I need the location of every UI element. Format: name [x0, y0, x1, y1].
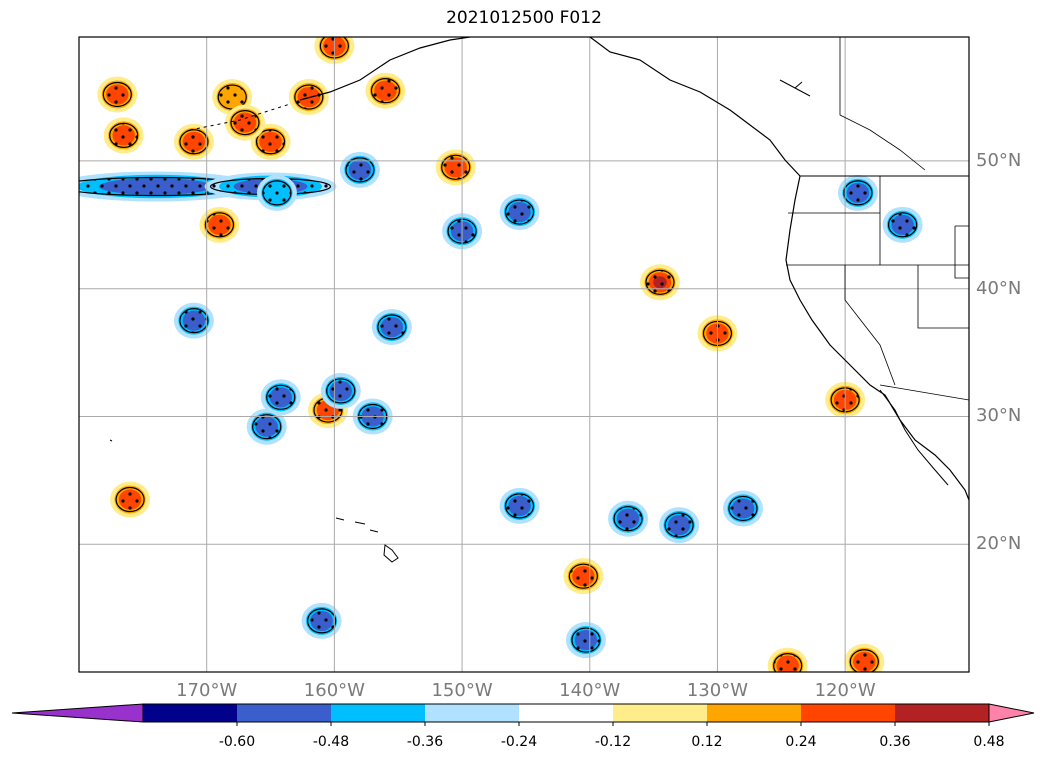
colorbar-tick-label: 0.12 — [691, 734, 723, 750]
positive-anomaly-cell — [697, 315, 738, 352]
negative-anomaly-cell — [608, 500, 649, 537]
positive-anomaly-cell — [103, 117, 144, 154]
negative-anomaly-cell — [499, 194, 540, 231]
negative-anomaly-cell — [246, 408, 287, 445]
negative-anomaly-cell — [371, 309, 412, 346]
longitude-label: 120°W — [814, 680, 876, 701]
negative-anomaly-cell — [339, 151, 380, 188]
negative-anomaly-cell — [565, 622, 606, 659]
colorbar-over-arrow — [988, 703, 1035, 723]
positive-anomaly-cell — [563, 558, 604, 595]
colorbar-tick-label: -0.36 — [406, 734, 444, 750]
positive-anomaly-cell — [173, 123, 214, 160]
longitude-label: 160°W — [303, 680, 365, 701]
colorbar-segment — [895, 704, 989, 722]
negative-anomaly-cell — [173, 302, 214, 339]
positive-anomaly-cell — [97, 76, 138, 113]
map-frame — [78, 36, 970, 673]
latitude-label: 40°N — [976, 277, 1022, 299]
colorbar-tick-label: -0.12 — [594, 734, 632, 750]
positive-anomaly-cell — [435, 149, 476, 186]
colorbar — [11, 703, 1035, 726]
longitude-label: 170°W — [176, 680, 238, 701]
longitude-label: 130°W — [686, 680, 749, 701]
positive-anomaly-cell — [844, 643, 885, 672]
negative-anomaly-cell — [260, 379, 301, 416]
positive-anomaly-cell — [199, 206, 240, 243]
latitude-label: 50°N — [976, 149, 1022, 171]
colorbar-segment — [237, 704, 331, 722]
positive-anomaly-cell — [365, 72, 406, 109]
negative-anomaly-cell — [722, 490, 763, 527]
colorbar-tick-label: 0.48 — [973, 734, 1005, 750]
negative-anomaly-cell — [256, 174, 297, 211]
longitude-label: 150°W — [431, 680, 493, 701]
positive-anomaly-cell — [224, 104, 265, 141]
negative-anomaly-cell — [837, 174, 878, 211]
anomaly-field-layer — [79, 37, 923, 672]
colorbar-segment — [519, 704, 613, 722]
colorbar-segment — [425, 704, 519, 722]
positive-anomaly-cell — [639, 264, 680, 301]
positive-anomaly-cell — [250, 123, 291, 160]
colorbar-tick-label: 0.24 — [785, 734, 817, 750]
colorbar-segment — [801, 704, 895, 722]
coastline-layer — [109, 37, 969, 563]
negative-anomaly-cell — [882, 206, 923, 243]
positive-anomaly-cell — [767, 647, 808, 672]
positive-anomaly-cell — [110, 481, 151, 518]
colorbar-tick-label: -0.24 — [500, 734, 538, 750]
colorbar-tick-label: -0.48 — [312, 734, 350, 750]
negative-anomaly-cell — [320, 372, 361, 409]
map-title: 2021012500 F012 — [446, 8, 602, 28]
latitude-label: 30°N — [976, 405, 1022, 427]
colorbar-segment — [707, 704, 801, 722]
latitude-label: 20°N — [976, 533, 1022, 555]
negative-anomaly-cell — [301, 602, 342, 639]
negative-anomaly-cell — [659, 507, 700, 544]
longitude-label: 140°W — [559, 680, 621, 701]
negative-anomaly-cell — [499, 487, 540, 524]
colorbar-under-arrow — [11, 703, 144, 723]
colorbar-tick-label: -0.60 — [218, 734, 256, 750]
colorbar-segment — [613, 704, 707, 722]
colorbar-segment — [331, 704, 425, 722]
graticule — [79, 37, 969, 672]
colorbar-tick-label: 0.36 — [879, 734, 911, 750]
colorbar-segment — [143, 704, 237, 722]
